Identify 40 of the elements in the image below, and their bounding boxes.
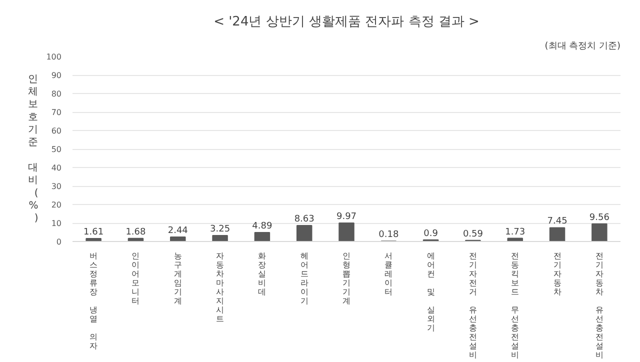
text: 인체보호기준 대비(%) [28,74,38,224]
x-tick-label: 헤어드라이기 [300,252,308,306]
category-label: 전기자전거 유선충전설비 [468,252,477,360]
category-label: 전기자동차 유선충전설비 [595,252,604,360]
y-tick-label: 40 [51,164,62,172]
data-label: 2.44 [168,226,188,236]
x-tick-label: 농구게임기계 [174,252,182,306]
x-tick-label: 자동차마사지시트 [216,252,224,324]
category-label: 버스정류장 냉열 의자 [90,252,98,350]
data-label: 1.73 [505,227,526,238]
y-tick-label: 10 [51,219,62,228]
x-tick-label: 에어컨 및 실외기 [426,252,435,332]
y-tick-label: 20 [51,200,62,210]
y-tick-label: 50 [51,145,62,154]
y-tick-label: 90 [51,71,62,80]
category-label: 전동킥보드 무선충전설비 [511,252,520,360]
data-label: 0.18 [378,230,399,240]
x-tick-label: 전기자동차 [553,252,562,296]
x-tick-label: 인이어모니터 [132,252,140,306]
x-tick-label: 화장실비데 [258,252,266,296]
data-label: 1.61 [84,228,104,238]
y-tick-label: 30 [51,182,62,191]
y-tick-label: 0 [56,238,62,246]
chart-title: < '24년 상반기 생활제품 전자파 측정 결과 > [214,14,480,30]
data-label: 8.63 [294,214,314,225]
data-label: 7.45 [547,216,568,227]
data-label: 0.59 [462,229,484,240]
y-tick-label: 70 [51,108,62,117]
data-label: 1.68 [126,227,146,238]
text: (최대 측정치 기준) [544,42,621,52]
data-label: 0.9 [424,228,438,239]
y-tick-label: 60 [51,126,62,136]
y-tick-label: 100 [46,52,62,62]
data-label: 9.97 [336,212,357,222]
data-label: 4.89 [252,221,272,232]
y-tick-label: 80 [51,90,62,98]
data-label: 3.25 [210,224,230,234]
x-tick-label: 서큘레이터 [384,252,393,296]
data-label: 9.56 [589,212,610,223]
x-tick-label: 인형뽑기기계 [342,252,350,306]
